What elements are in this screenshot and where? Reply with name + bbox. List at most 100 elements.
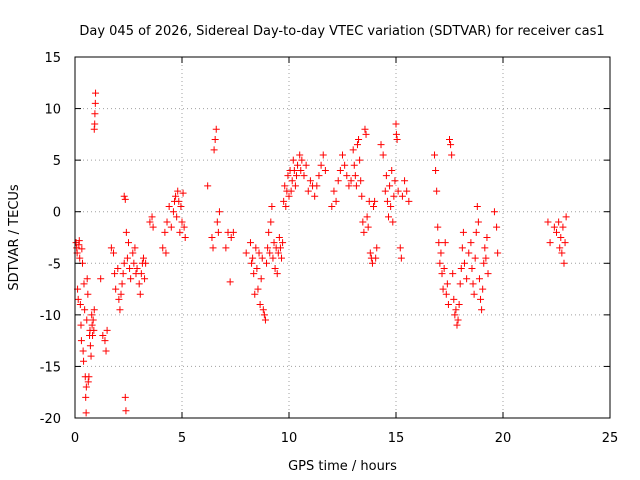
data-point xyxy=(83,316,91,324)
data-point xyxy=(279,239,287,247)
data-point xyxy=(121,393,129,401)
data-point xyxy=(87,352,95,360)
data-point xyxy=(401,177,409,185)
data-point xyxy=(210,146,218,154)
data-point xyxy=(226,278,234,286)
data-point xyxy=(315,172,323,180)
data-point xyxy=(278,254,286,262)
y-axis-label: SDTVAR / TECUs xyxy=(7,184,22,291)
data-point xyxy=(82,393,90,401)
data-point xyxy=(250,270,258,278)
data-point xyxy=(181,234,189,241)
data-point xyxy=(130,259,138,267)
data-point xyxy=(468,264,476,272)
data-point xyxy=(180,223,188,231)
data-point xyxy=(212,125,220,133)
data-point xyxy=(246,239,254,247)
data-point xyxy=(229,228,237,236)
data-point xyxy=(255,249,263,257)
data-point xyxy=(97,275,105,283)
data-point xyxy=(204,182,212,190)
x-axis-label: GPS time / hours xyxy=(288,459,397,474)
data-point xyxy=(439,285,447,293)
data-point xyxy=(114,264,122,272)
data-point xyxy=(440,264,448,272)
data-point xyxy=(347,177,355,185)
data-point xyxy=(141,275,149,283)
data-point xyxy=(313,182,321,190)
data-point xyxy=(91,99,99,107)
data-points xyxy=(72,89,570,417)
data-point xyxy=(562,213,570,221)
data-point xyxy=(467,239,475,247)
data-point xyxy=(148,213,156,221)
data-point xyxy=(434,223,442,231)
data-point xyxy=(91,110,99,118)
data-point xyxy=(142,259,150,267)
data-point xyxy=(438,270,446,278)
data-point xyxy=(75,237,83,245)
data-point xyxy=(294,161,302,169)
data-point xyxy=(457,264,465,272)
data-point xyxy=(119,270,127,278)
data-point xyxy=(292,172,300,180)
data-point xyxy=(441,239,449,247)
data-point xyxy=(360,228,368,236)
data-point xyxy=(297,166,305,174)
data-point xyxy=(269,254,277,262)
data-point xyxy=(169,208,177,216)
data-point xyxy=(137,270,145,278)
data-point xyxy=(179,189,187,197)
data-point xyxy=(76,301,84,309)
data-point xyxy=(121,195,129,203)
data-point xyxy=(281,182,289,190)
data-point xyxy=(133,264,141,272)
data-point xyxy=(553,228,560,236)
data-point xyxy=(115,295,123,303)
data-point xyxy=(92,89,100,97)
data-point xyxy=(91,120,99,128)
data-point xyxy=(459,228,467,236)
axis-ticks xyxy=(74,56,611,419)
data-point xyxy=(276,244,284,252)
data-point xyxy=(371,197,379,205)
data-point xyxy=(389,218,397,226)
x-tick-label: 10 xyxy=(281,431,298,446)
data-point xyxy=(172,192,180,200)
data-point xyxy=(84,378,92,386)
data-point xyxy=(77,321,85,329)
data-point xyxy=(306,177,314,185)
data-point xyxy=(84,290,92,298)
data-point xyxy=(358,192,366,200)
data-point xyxy=(546,239,554,247)
data-point xyxy=(80,280,88,288)
data-point xyxy=(353,141,361,149)
data-point xyxy=(165,203,173,211)
data-point xyxy=(266,249,274,257)
data-point xyxy=(268,203,276,211)
data-point xyxy=(159,244,167,252)
data-point xyxy=(455,301,463,309)
data-point xyxy=(480,259,488,267)
data-point xyxy=(470,290,478,298)
data-point xyxy=(289,156,297,164)
data-point xyxy=(88,311,96,319)
data-point xyxy=(490,208,498,216)
data-point xyxy=(482,254,490,262)
data-point xyxy=(373,244,381,252)
data-point xyxy=(302,161,310,169)
data-point xyxy=(396,244,404,252)
data-point xyxy=(89,316,97,324)
data-point xyxy=(111,270,119,278)
data-point xyxy=(442,290,450,298)
data-point xyxy=(211,136,219,144)
data-point xyxy=(99,331,107,339)
data-point xyxy=(175,197,183,205)
data-point xyxy=(251,290,259,298)
data-point xyxy=(558,249,566,257)
data-point xyxy=(478,306,486,314)
data-point xyxy=(258,254,266,262)
x-tick-label: 5 xyxy=(178,431,186,446)
data-point xyxy=(557,234,565,241)
data-point xyxy=(215,208,223,216)
